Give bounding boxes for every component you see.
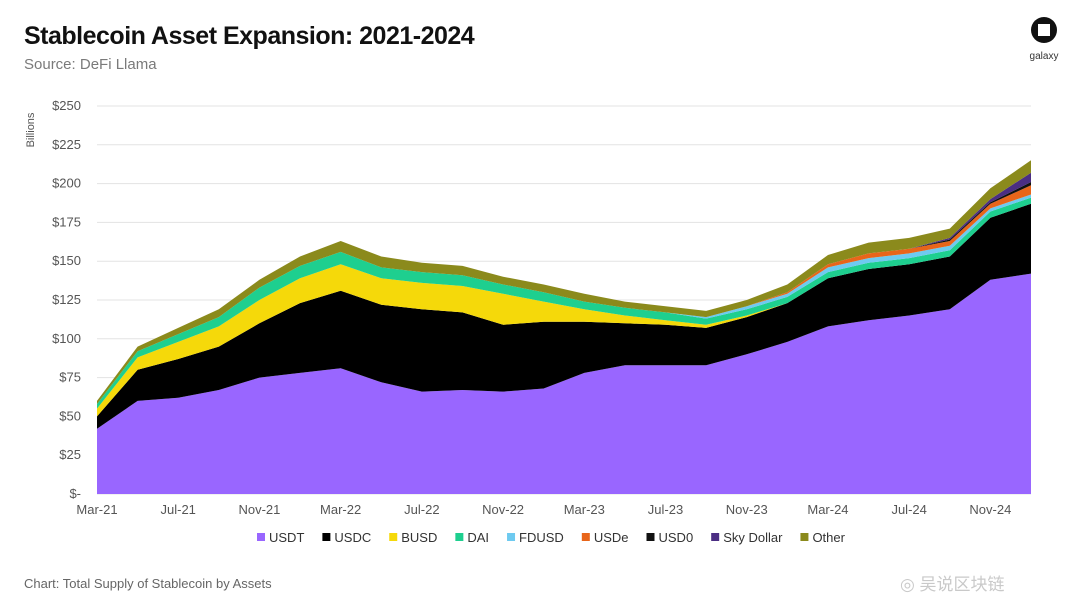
x-tick-label: Nov-23	[726, 502, 768, 517]
chart-title: Stablecoin Asset Expansion: 2021-2024	[24, 22, 475, 50]
x-tick-label: Nov-24	[969, 502, 1011, 517]
y-tick-labels: $- $25 $50 $75 $100 $125 $150 $175 $200 $225 $250	[52, 98, 81, 501]
watermark: ◎ 吴说区块链	[900, 575, 1005, 594]
legend-swatch	[389, 533, 398, 541]
legend-label: BUSD	[401, 530, 437, 545]
chart-caption: Chart: Total Supply of Stablecoin by Ass…	[24, 576, 272, 591]
x-tick-label: Mar-24	[807, 502, 848, 517]
x-tick-labels: Mar-21 Jul-21 Nov-21 Mar-22 Jul-22 Nov-22 Mar-…	[76, 502, 1011, 517]
legend-swatch	[581, 533, 590, 541]
x-tick-label: Jul-24	[891, 502, 926, 517]
x-tick-label: Nov-21	[238, 502, 280, 517]
legend-swatch	[711, 533, 720, 541]
y-tick-label: $-	[69, 486, 81, 501]
galaxy-logo-icon	[1031, 17, 1057, 43]
y-tick-label: $125	[52, 292, 81, 307]
series-area-usdt	[97, 273, 1031, 494]
y-tick-label: $150	[52, 253, 81, 268]
x-tick-label: Jul-22	[404, 502, 439, 517]
galaxy-logo: galaxy	[1020, 16, 1068, 62]
y-tick-label: $250	[52, 98, 81, 113]
logo-text: galaxy	[1029, 51, 1059, 62]
chart-subtitle: Source: DeFi Llama	[24, 56, 157, 73]
y-tick-label: $225	[52, 137, 81, 152]
legend-swatch	[800, 533, 809, 541]
y-tick-label: $75	[59, 370, 81, 385]
series-area-usdc	[97, 203, 1031, 429]
y-tick-label: $200	[52, 176, 81, 191]
legend-label: USDe	[594, 530, 629, 545]
x-tick-label: Jul-23	[648, 502, 683, 517]
y-tick-label: $25	[59, 447, 81, 462]
x-tick-label: Jul-21	[161, 502, 196, 517]
legend-swatch	[455, 533, 464, 541]
x-tick-label: Mar-21	[76, 502, 117, 517]
y-tick-label: $50	[59, 408, 81, 423]
legend-label: USDT	[269, 530, 304, 545]
legend-swatch	[257, 533, 265, 541]
legend: USDT USDC BUSD DAI FDUSD USDe USD0 Sky Dollar Ot…	[257, 530, 846, 545]
x-tick-label: Mar-22	[320, 502, 361, 517]
x-tick-label: Mar-23	[564, 502, 605, 517]
legend-label: USD0	[659, 530, 694, 545]
legend-label: USDC	[334, 530, 371, 545]
legend-label: FDUSD	[519, 530, 564, 545]
series-area-busd	[97, 203, 1031, 417]
legend-label: DAI	[467, 530, 489, 545]
area-series-group	[97, 160, 1031, 494]
legend-swatch	[322, 533, 331, 541]
legend-label: Sky Dollar	[723, 530, 783, 545]
y-axis-label: Billions	[25, 112, 37, 147]
legend-label: Other	[812, 530, 845, 545]
legend-swatch	[646, 533, 655, 541]
series-area-dai	[97, 197, 1031, 409]
legend-swatch	[507, 533, 516, 541]
x-tick-label: Nov-22	[482, 502, 524, 517]
y-tick-label: $175	[52, 214, 81, 229]
y-tick-label: $100	[52, 331, 81, 346]
